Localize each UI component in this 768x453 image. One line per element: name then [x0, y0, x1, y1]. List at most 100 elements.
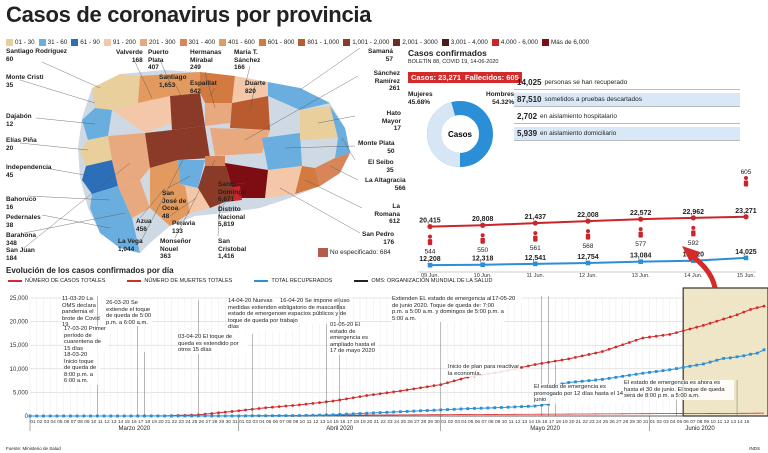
legend-item: 4,000 - 6,000 — [491, 37, 538, 47]
day-tick-label: 14 — [118, 419, 124, 425]
total-recovered-point — [170, 414, 173, 418]
legend-item: 201 - 300 — [139, 37, 176, 47]
total-recovered-point — [479, 406, 483, 410]
confirmed-label: 21,437 — [525, 214, 547, 221]
confirmed-point — [480, 222, 486, 228]
person-head — [744, 176, 748, 180]
day-tick-label: 27 — [414, 419, 420, 425]
prov-san-cristobal: San Cristobal 1,416 — [218, 238, 247, 260]
region-monsenornouel — [205, 156, 225, 166]
total-cases-point — [398, 389, 402, 393]
region-dajabon — [82, 108, 112, 140]
total-cases-point — [567, 357, 571, 361]
total-cases-point — [634, 338, 638, 342]
confirmed-label: 23,271 — [735, 208, 757, 215]
prov-santiago: Santiago 1,653 — [159, 74, 187, 89]
source-left: Fuente: Ministerio de Salud — [6, 446, 61, 451]
person-head — [638, 227, 643, 232]
boletin: BOLETÍN 88, COVID 19, 14-06-2020 — [408, 59, 499, 65]
total-recovered-point — [122, 414, 126, 418]
total-recovered-point — [749, 352, 752, 356]
total-recovered-point — [217, 414, 220, 418]
evolution-legend-swatch — [8, 280, 22, 282]
total-recovered-point — [466, 407, 470, 411]
total-recovered-point — [701, 362, 705, 366]
y-tick-label: 20,000 — [10, 320, 29, 326]
total-cases-point — [574, 355, 577, 359]
legend-item: 2,001 - 3000 — [393, 37, 438, 47]
legend-item: 801 - 1,000 — [298, 37, 339, 47]
total-cases-point — [237, 409, 241, 413]
day-tick-label: 12 — [104, 419, 110, 425]
region-lavega — [145, 126, 210, 168]
total-recovered-point — [345, 412, 348, 416]
region-puertoplata — [138, 72, 200, 103]
confirmed-point — [638, 216, 644, 222]
total-recovered-point — [486, 406, 490, 410]
day-tick-label: 31 — [232, 419, 238, 425]
total-recovered-point — [560, 382, 564, 386]
mujeres-pct: 45.68% — [408, 99, 431, 106]
person-body — [743, 180, 749, 187]
stat-value: 87,510 — [517, 95, 542, 104]
stat-domiciliario: 5,939 en aislamiento domiciliario — [514, 127, 740, 141]
y-tick-label: 25,000 — [10, 296, 29, 302]
day-tick-label: 16 — [542, 419, 548, 425]
total-recovered-point — [372, 411, 375, 415]
day-tick-label: 20 — [569, 419, 575, 425]
total-cases-point — [695, 325, 699, 329]
legend-label: 2,001 - 3000 — [402, 38, 438, 46]
prov-la-romana: La Romana 612 — [374, 203, 400, 225]
day-tick-label: 01 — [650, 419, 656, 425]
total-recovered-point — [358, 412, 362, 415]
person-icon — [691, 225, 696, 237]
total-recovered-point — [257, 414, 261, 418]
total-recovered-point — [392, 410, 396, 414]
total-cases-point — [533, 363, 537, 366]
prov-distrito-nacional: Distrito Nacional 5,819 — [218, 206, 246, 228]
confirmed-label: 22,962 — [683, 209, 705, 216]
legend-label: 401 - 600 — [228, 38, 255, 46]
total-recovered-point — [668, 368, 672, 372]
recovered-point — [480, 262, 485, 268]
total-recovered-point — [284, 414, 288, 418]
person-head — [691, 225, 696, 230]
total-recovered-point — [688, 364, 692, 368]
day-tick-label: 30 — [226, 419, 232, 425]
evolution-legend: NÚMERO DE CASOS TOTALES NÚMERO DE MUERTES… — [8, 278, 492, 284]
day-tick-label: 03 — [663, 419, 669, 425]
evolution-legend-swatch — [127, 280, 142, 282]
stat-recuperados: 14,025 personas se han recuperado — [514, 76, 740, 90]
legend-swatch — [6, 38, 13, 46]
total-recovered-point — [425, 409, 429, 412]
total-recovered-point — [69, 414, 72, 418]
day-tick-label: 15 — [125, 419, 131, 425]
recovered-point — [743, 255, 749, 261]
day-tick-label: 10 — [710, 419, 716, 425]
total-recovered-point — [459, 407, 463, 411]
total-recovered-point — [28, 414, 32, 418]
total-cases-point — [432, 384, 436, 388]
legend-item: 01 - 30 — [6, 37, 35, 47]
day-tick-label: 08 — [697, 419, 703, 425]
prov-la-vega: La Vega 1,044 — [118, 238, 143, 253]
total-recovered-point — [621, 374, 624, 378]
day-tick-label: 22 — [172, 419, 178, 425]
confirmed-point — [585, 218, 591, 224]
day-tick-label: 10 — [91, 419, 97, 425]
day-tick-label: 07 — [690, 419, 696, 425]
day-tick-label: 24 — [185, 419, 191, 425]
recovered-label: 12,754 — [577, 254, 599, 261]
recovered-point — [691, 258, 696, 264]
total-cases-point — [385, 391, 389, 395]
total-cases-point — [614, 345, 618, 349]
person-icon — [427, 234, 433, 246]
legend-label: 61 - 90 — [80, 38, 100, 46]
confirmed-label: 22,572 — [630, 210, 652, 217]
legend-swatch — [343, 38, 351, 46]
total-recovered-point — [42, 414, 45, 418]
day-tick-label: 09 — [495, 419, 501, 425]
legend-swatch — [38, 38, 46, 46]
total-recovered-point — [506, 405, 510, 409]
annotation: 26-03-20 Se extiende el toque de queda d… — [106, 300, 152, 327]
